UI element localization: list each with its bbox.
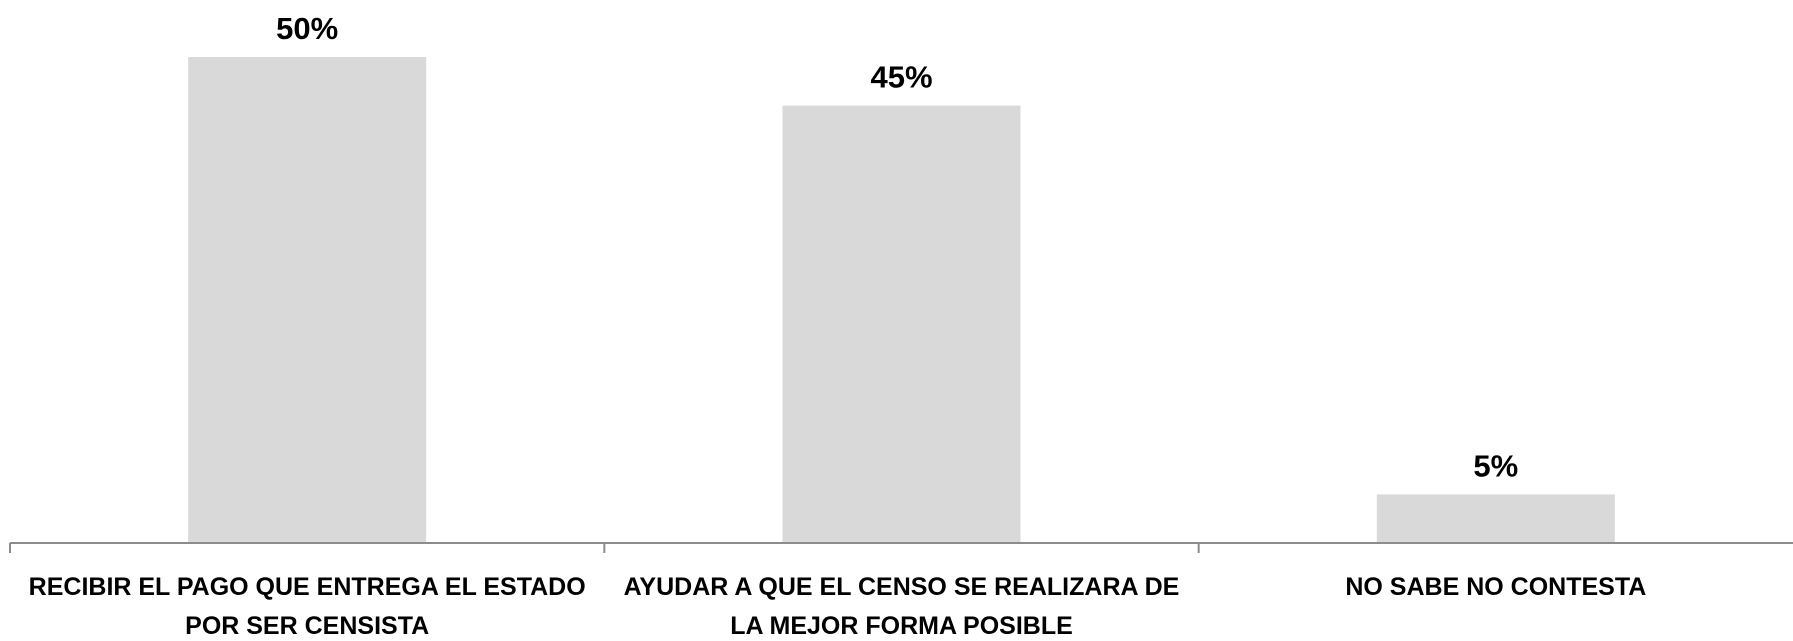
category-label-line: LA MEJOR FORMA POSIBLE (730, 612, 1073, 636)
category-label-2: AYUDAR A QUE EL CENSO SE REALIZARA DE LA … (624, 573, 1180, 636)
category-label-line: AYUDAR A QUE EL CENSO SE REALIZARA DE (624, 573, 1180, 601)
value-labels: 50% 45% 5% (276, 11, 1518, 483)
category-label-line: POR SER CENSISTA (185, 612, 429, 636)
value-label-3: 5% (1473, 448, 1518, 483)
bar-3 (1376, 494, 1615, 543)
category-label-line: RECIBIR EL PAGO QUE ENTREGA EL ESTADO (29, 573, 586, 601)
bar-2 (782, 105, 1021, 543)
category-label-line: NO SABE NO CONTESTA (1345, 573, 1646, 601)
category-label-1: RECIBIR EL PAGO QUE ENTREGA EL ESTADO POR… (29, 573, 586, 636)
value-label-1: 50% (276, 11, 338, 46)
category-label-3: NO SABE NO CONTESTA (1345, 573, 1646, 601)
bars-layer (188, 57, 1615, 543)
category-labels: RECIBIR EL PAGO QUE ENTREGA EL ESTADO POR… (29, 573, 1647, 640)
bar-1 (188, 57, 427, 543)
value-label-2: 45% (870, 60, 932, 95)
x-axis (9, 542, 1793, 553)
